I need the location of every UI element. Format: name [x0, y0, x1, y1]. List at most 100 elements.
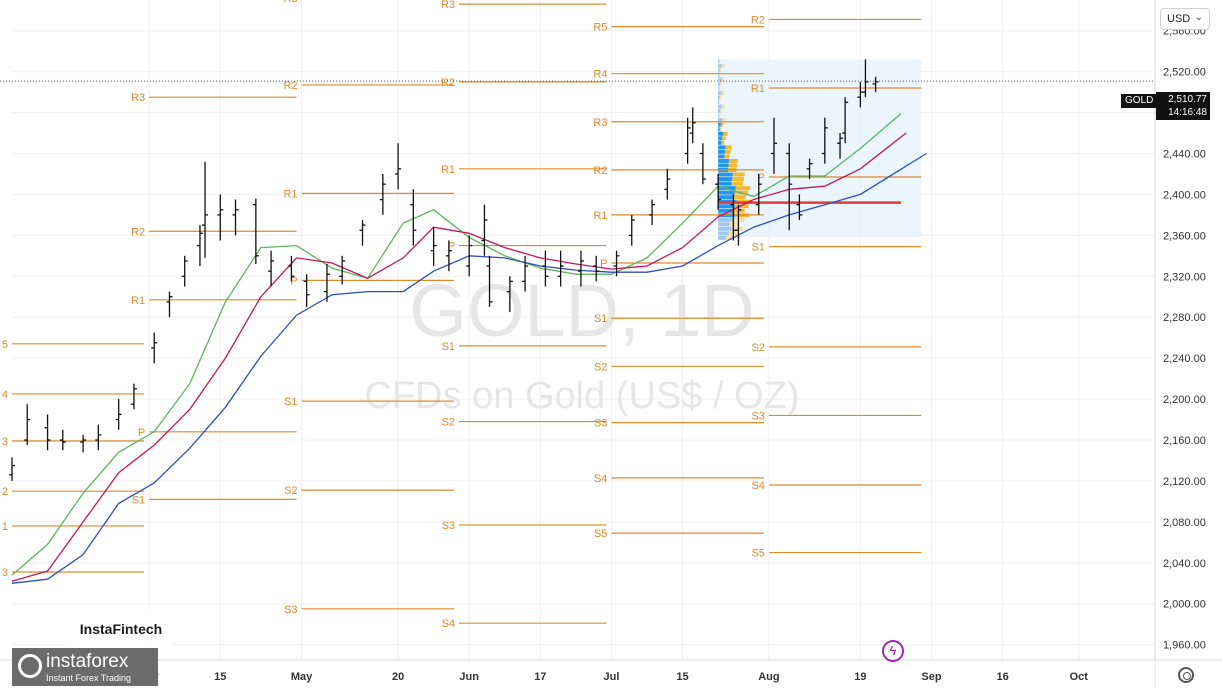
volume-profile-row: [718, 177, 733, 182]
volume-profile-row: [718, 226, 732, 231]
ohlc-bar: [339, 255, 346, 285]
pivot-label: S4: [594, 473, 607, 485]
lightning-icon[interactable]: ϟ: [882, 640, 904, 662]
volume-profile-row: [719, 100, 721, 105]
volume-profile-row: [720, 109, 722, 114]
volume-profile-row: [718, 95, 720, 100]
pivot-label: 2: [2, 486, 8, 498]
ohlc-bar: [430, 227, 437, 267]
instaforex-mark-icon: [18, 654, 42, 678]
volume-profile-row: [718, 72, 720, 77]
price-tick-label: 2,520.00: [1163, 67, 1206, 79]
watermark-subtitle: CFDs on Gold (US$ / OZ): [365, 375, 800, 417]
pivot-label: S4: [442, 618, 455, 630]
volume-profile-row: [718, 217, 733, 222]
volume-profile-row: [718, 122, 721, 127]
ohlc-bar: [80, 434, 87, 453]
price-tick-label: 2,280.00: [1163, 312, 1206, 324]
pivot-label: R2: [131, 226, 145, 238]
volume-profile-row: [728, 158, 738, 163]
pivot-label: S2: [442, 417, 455, 429]
ohlc-bar: [872, 76, 879, 93]
pivot-label: R1: [751, 83, 765, 95]
pivot-label: S2: [751, 342, 764, 354]
ohlc-bar: [202, 161, 209, 258]
ma_slow-line: [11, 152, 927, 584]
pivot-label: R1: [593, 210, 607, 222]
ohlc-bar: [59, 429, 66, 451]
gear-icon[interactable]: [1178, 667, 1194, 683]
volume-profile-row: [718, 113, 720, 118]
time-tick-label: Oct: [1070, 671, 1089, 683]
pivot-label: 3: [2, 567, 8, 579]
volume-profile-row: [719, 127, 721, 132]
pivot-label: P: [600, 258, 607, 270]
value-area-box: [718, 59, 922, 238]
time-tick-label: 20: [392, 671, 404, 683]
pivot-label: 4: [2, 389, 8, 401]
ohlc-bar: [130, 383, 137, 410]
volume-profile-row: [721, 77, 725, 82]
ohlc-bar: [252, 198, 259, 264]
volume-profile-row: [718, 104, 722, 109]
pivot-label: 3: [2, 436, 8, 448]
chart-grid: [12, 0, 1155, 660]
volume-profile-row: [719, 72, 721, 77]
ohlc-bar: [44, 414, 51, 451]
ohlc-bar: [95, 424, 102, 451]
time-tick-label: 19: [854, 671, 866, 683]
time-tick-label: 15: [214, 671, 226, 683]
pivot-label: P: [138, 427, 145, 439]
ohlc-bar: [593, 255, 600, 282]
volume-profile-row: [719, 68, 722, 73]
volume-profile-row: [719, 113, 721, 118]
volume-profile-row: [718, 204, 735, 209]
pivot-label: R2: [593, 165, 607, 177]
ohlc-bar: [486, 255, 493, 307]
ohlc-bar: [577, 250, 584, 287]
pivot-label: S1: [751, 242, 764, 254]
pivot-label: R3: [441, 0, 455, 11]
price-tick-label: 2,120.00: [1163, 476, 1206, 488]
ohlc-bar: [217, 194, 224, 241]
pivot-label: R2: [751, 14, 765, 26]
price-tick-label: 2,200.00: [1163, 394, 1206, 406]
pivot-levels: 5 4 3 2 1 3 R3 R2 R1 P S1 R3 R2 R1 P S1 S2 S3 R3 R2 R1 P S1 S2 S…: [2, 0, 922, 630]
volume-profile-row: [718, 68, 720, 73]
watermark-title: GOLD, 1D: [409, 269, 754, 352]
volume-profile-row: [721, 91, 725, 95]
currency-select[interactable]: USD ⌄: [1160, 8, 1210, 30]
ohlc-bar: [151, 332, 158, 364]
volume-profile-row: [719, 95, 722, 100]
ohlc-bar: [522, 255, 529, 292]
ohlc-bar: [557, 250, 564, 287]
pivot-label: P: [758, 172, 765, 184]
volume-profile-row: [718, 100, 720, 105]
ohlc-bar: [115, 399, 122, 430]
pivot-label: S3: [284, 604, 297, 616]
volume-profile-row: [718, 127, 720, 132]
volume-profile-row: [720, 122, 724, 127]
pivot-label: 5: [2, 339, 8, 351]
volume-profile-row: [725, 235, 733, 240]
volume-profile-row: [718, 81, 720, 86]
volume-profile-row: [718, 86, 720, 91]
ohlc-bar: [24, 404, 31, 446]
ohlc-bar: [649, 199, 656, 226]
time-axis-bg: [0, 660, 1155, 688]
time-tick-label: Jul: [603, 671, 619, 683]
chevron-down-icon: ⌄: [1194, 12, 1203, 23]
time-tick-label: Jun: [459, 671, 479, 683]
ohlc-bar: [771, 117, 777, 174]
volume-profile-row: [718, 109, 721, 114]
ohlc-bar: [786, 143, 793, 231]
volume-profile-row: [724, 154, 730, 159]
volume-profile-row: [718, 149, 725, 154]
volume-profile-row: [734, 204, 749, 209]
volume-profile-row: [718, 190, 735, 195]
volume-profile-row: [718, 136, 723, 141]
volume-profile-row: [725, 145, 732, 150]
volume-profile-row: [719, 59, 721, 64]
time-axis[interactable]: Apr15May20Jun17Jul15Aug19Sep16Oct: [0, 659, 1222, 688]
